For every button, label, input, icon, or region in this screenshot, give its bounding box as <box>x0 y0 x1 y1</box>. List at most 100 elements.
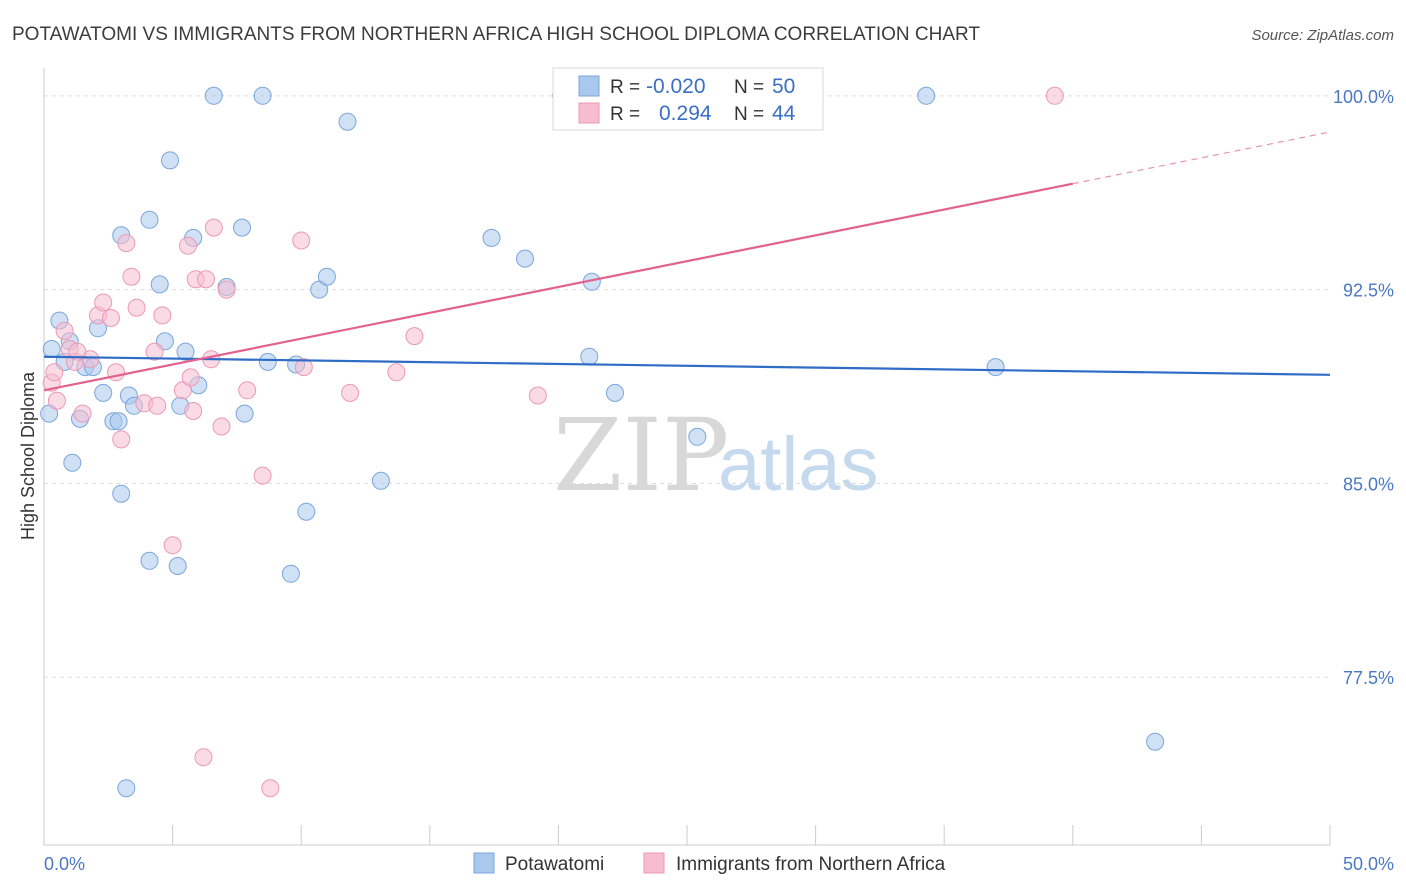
bottom-legend-label-potawatomi: Potawatomi <box>505 854 604 875</box>
bottom-legend-swatch-potawatomi <box>473 852 495 874</box>
potawatomi-point <box>482 228 501 247</box>
immigrants-point <box>528 386 547 405</box>
y-tick-labels: 100.0% 92.5% 85.0% 77.5% <box>1333 87 1394 688</box>
potawatomi-point <box>233 218 251 237</box>
immigrants-point <box>387 363 406 382</box>
immigrants-point <box>68 342 87 361</box>
bottom-legend-label-immigrants: Immigrants from Northern Africa <box>676 854 946 875</box>
potawatomi-point <box>176 342 195 361</box>
potawatomi-point <box>140 551 159 570</box>
immigrants-point <box>55 321 74 340</box>
x-tick-label-min: 0.0% <box>44 854 85 874</box>
chart-source: Source: ZipAtlas.com <box>1251 27 1394 44</box>
immigrants-point <box>261 779 280 798</box>
trend-lines <box>43 131 1331 392</box>
legend-n-value-potawatomi: 50 <box>772 75 795 98</box>
potawatomi-trend-line <box>43 355 1331 376</box>
potawatomi-point <box>112 484 131 503</box>
immigrants-point <box>117 234 136 253</box>
watermark-zip: ZIP <box>553 397 729 514</box>
immigrants-point <box>163 536 182 555</box>
legend-r-value-immigrants: 0.294 <box>659 102 712 125</box>
immigrants-point <box>122 267 141 286</box>
immigrants-trend-extension <box>1072 131 1331 185</box>
potawatomi-point <box>109 412 128 431</box>
immigrants-point <box>112 430 131 449</box>
potawatomi-point <box>204 86 223 105</box>
potawatomi-point <box>150 275 169 294</box>
immigrants-point <box>212 417 231 436</box>
potawatomi-point <box>42 340 61 358</box>
immigrants-point <box>107 363 125 382</box>
immigrants-point <box>204 218 223 237</box>
potawatomi-point <box>253 86 272 105</box>
potawatomi-point <box>371 471 390 490</box>
potawatomi-point <box>161 151 179 170</box>
x-tick-label-max: 50.0% <box>1343 854 1394 874</box>
immigrants-point <box>341 383 360 402</box>
axes <box>43 68 1331 846</box>
immigrants-point <box>101 309 120 327</box>
immigrants-trend-line <box>43 182 1074 392</box>
legend-n-label-immigrants: N = <box>734 104 764 125</box>
immigrants-point <box>73 404 92 423</box>
immigrants-point <box>47 391 66 410</box>
potawatomi-point <box>235 404 254 423</box>
potawatomi-point <box>606 383 624 402</box>
legend-swatch-potawatomi <box>578 75 600 97</box>
immigrants-point <box>148 396 167 415</box>
y-tick-label: 100.0% <box>1333 87 1394 107</box>
immigrants-point <box>197 270 215 289</box>
immigrants-point <box>405 327 424 346</box>
y-axis-label: High School Diploma <box>18 371 38 540</box>
potawatomi-point <box>63 453 82 472</box>
series-legend: Potawatomi Immigrants from Northern Afri… <box>473 852 946 875</box>
potawatomi-point <box>688 427 707 446</box>
watermark: ZIP atlas <box>553 397 879 514</box>
legend-r-value-potawatomi: -0.020 <box>646 75 706 98</box>
potawatomi-point <box>917 86 936 105</box>
legend-n-value-immigrants: 44 <box>772 102 796 125</box>
potawatomi-point <box>338 112 357 131</box>
potawatomi-point <box>258 352 277 371</box>
immigrants-point <box>294 358 313 377</box>
immigrants-point <box>292 231 311 250</box>
legend-swatch-immigrants <box>578 102 600 124</box>
potawatomi-point <box>297 502 316 521</box>
potawatomi-point <box>580 347 599 366</box>
immigrants-point <box>179 236 197 255</box>
legend-r-label-immigrants: R = <box>610 104 640 125</box>
y-tick-label: 92.5% <box>1343 281 1394 301</box>
potawatomi-point <box>986 358 1005 377</box>
immigrants-point <box>253 466 272 485</box>
potawatomi-point <box>168 557 187 575</box>
grid-lines <box>44 95 1330 678</box>
y-tick-label: 77.5% <box>1343 668 1394 688</box>
potawatomi-point <box>117 779 136 798</box>
immigrants-point <box>181 368 200 387</box>
immigrants-point <box>127 298 146 317</box>
legend-n-label-potawatomi: N = <box>734 77 764 98</box>
immigrants-point <box>153 306 172 325</box>
immigrants-point <box>194 748 213 767</box>
immigrants-points <box>42 86 1064 798</box>
watermark-atlas: atlas <box>718 422 879 507</box>
immigrants-point <box>94 293 113 312</box>
bottom-legend-swatch-immigrants <box>643 852 665 874</box>
stats-legend: R = -0.020 N = 50 R = 0.294 N = 44 <box>552 67 824 131</box>
potawatomi-point <box>1146 732 1165 751</box>
immigrants-point <box>238 381 257 400</box>
immigrants-point <box>217 280 236 299</box>
potawatomi-point <box>94 383 113 402</box>
legend-r-label-potawatomi: R = <box>610 77 640 98</box>
immigrants-point <box>184 402 203 420</box>
immigrants-point <box>145 342 164 361</box>
potawatomi-point <box>516 249 534 268</box>
y-tick-label: 85.0% <box>1343 474 1394 494</box>
potawatomi-point <box>317 267 336 286</box>
chart-title: POTAWATOMI VS IMMIGRANTS FROM NORTHERN A… <box>12 24 980 45</box>
potawatomi-point <box>281 564 300 583</box>
potawatomi-point <box>140 210 159 229</box>
immigrants-point <box>1045 86 1064 105</box>
